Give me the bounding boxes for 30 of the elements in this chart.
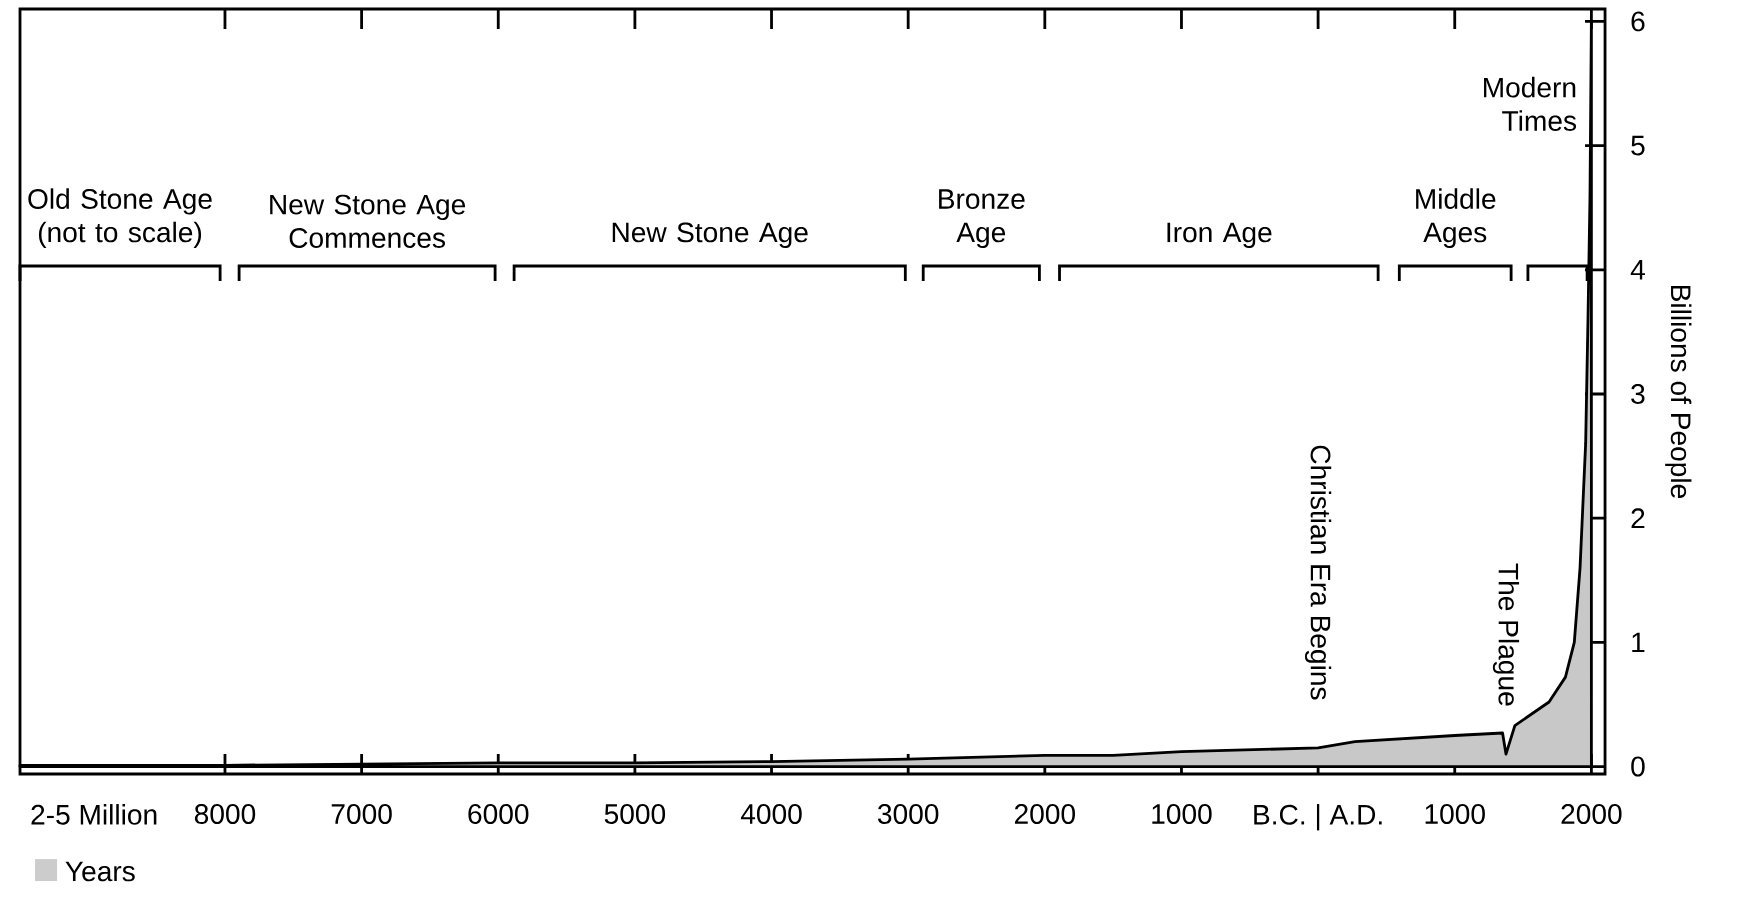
annotation: The Plague [1492,563,1520,706]
x-tick-label: 2000 [1014,804,1075,824]
x-tick-label: 1000 [1425,804,1485,824]
annotation: Old Stone Age (not to scale) [28,188,212,248]
text: 2-5 Million [31,804,157,825]
x-tick-label: 6000 [468,804,529,824]
y-tick-label: 0 [1631,756,1645,777]
x-axis-title: Years [65,861,135,882]
annotation: Modern Times [1484,76,1577,131]
x-tick-label: 1000 [1152,804,1212,824]
annotation: Middle Ages [1416,188,1496,248]
annotation: Iron Age [1167,222,1272,248]
y-tick-label: 3 [1631,384,1645,404]
x-tick-label: 8000 [194,804,256,824]
x-tick-label: 2000 [1561,804,1622,824]
annotation: New Stone Age Commences [270,194,466,248]
annotation: Bronze Age [939,189,1025,248]
annotation: New Stone Age [612,222,808,248]
x-tick-label: 3000 [877,804,939,824]
y-tick-label: 6 [1631,11,1645,32]
x-tick-label: 4000 [740,804,802,824]
x-tick-label: 7000 [331,804,392,824]
y-tick-label: 1 [1632,632,1645,653]
y-tick-label: 2 [1631,508,1645,528]
x-tick-label: 5000 [604,804,666,824]
y-tick-label: 4 [1630,260,1645,280]
y-axis-title: Billions of People [1665,285,1692,499]
x-tick-label: B.C. | A.D. [1254,804,1382,831]
annotation: Christian Era Begins [1304,445,1332,700]
y-tick-label: 5 [1631,135,1645,156]
